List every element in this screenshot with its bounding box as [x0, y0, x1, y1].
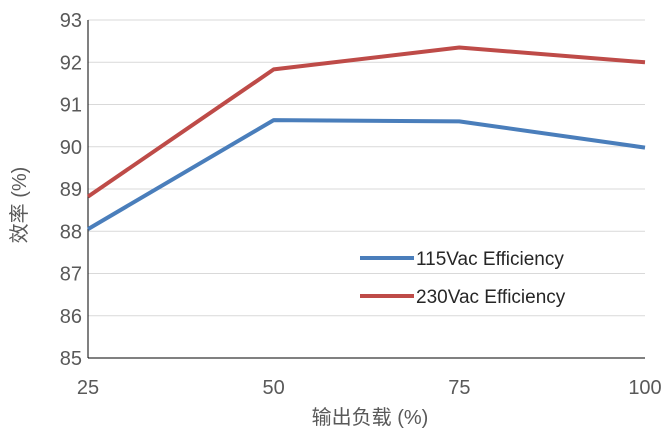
series-line-115vac	[88, 120, 645, 229]
x-tick-label: 100	[628, 377, 661, 399]
legend-label-115vac: 115Vac Efficiency	[416, 249, 564, 270]
y-tick-label: 85	[60, 348, 82, 370]
y-tick-label: 87	[60, 264, 82, 286]
y-tick-label: 90	[60, 137, 82, 159]
grid-lines	[88, 20, 645, 316]
y-tick-label: 92	[60, 52, 82, 74]
x-tick-label: 75	[448, 377, 470, 399]
y-tick-label: 93	[60, 10, 82, 32]
y-tick-label: 88	[60, 221, 82, 243]
y-tick-label: 91	[60, 95, 82, 117]
x-tick-label: 50	[263, 377, 285, 399]
y-tick-label: 89	[60, 179, 82, 201]
x-tick-labels: 25 50 75 100	[77, 377, 662, 399]
y-axis-title: 效率 (%)	[8, 167, 31, 244]
series-lines	[88, 47, 645, 229]
y-tick-labels: 85 86 87 88 89 90 91 92 93	[60, 10, 82, 370]
legend: 115Vac Efficiency 230Vac Efficiency	[360, 249, 566, 308]
legend-label-230vac: 230Vac Efficiency	[416, 287, 566, 308]
y-tick-label: 86	[60, 306, 82, 328]
x-tick-label: 25	[77, 377, 99, 399]
x-axis-title: 输出负载 (%)	[312, 406, 429, 429]
